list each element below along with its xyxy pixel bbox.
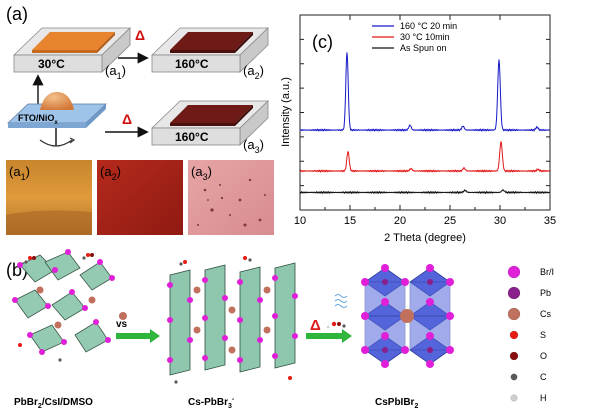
series-lines — [299, 52, 551, 195]
x-tick-label: 35 — [544, 215, 556, 227]
heater-temp-1: 30°C — [38, 57, 65, 71]
atom-legend-dot — [510, 394, 518, 402]
heat-waves-icon — [334, 294, 348, 308]
photo-tag-a1: (a1) — [9, 164, 30, 182]
atom-legend-dot — [509, 330, 519, 340]
atom-legend-dot — [507, 307, 521, 321]
photo-a2 — [97, 160, 183, 235]
caption-precursor: PbBr2/CsI/DMSO — [14, 397, 93, 410]
atom-legend-label: S — [540, 330, 546, 340]
legend-label: 160 °C 20 min — [400, 21, 457, 31]
x-tick-label: 30 — [494, 215, 506, 227]
atom-legend-dot — [510, 373, 518, 381]
legend-label: 30 °C 10min — [400, 32, 450, 42]
atom-legend-dot — [509, 351, 519, 361]
atom-legend-label: C — [540, 372, 547, 382]
atom-legend-label: Pb — [540, 288, 551, 298]
x-axis-label: 2 Theta (degree) — [384, 232, 466, 244]
caption-intermediate: Cs-PbBr3- — [188, 396, 235, 410]
photo-tag-a2: (a2) — [100, 164, 121, 182]
intermediate-structure — [167, 256, 298, 384]
atom-legend-label: Br/I — [540, 267, 554, 277]
photo-tag-a3: (a3) — [191, 164, 212, 182]
substrate-label: FTO/NiOx — [18, 113, 58, 126]
precursor-droplet — [40, 92, 74, 110]
x-tick-label: 20 — [394, 215, 406, 227]
heater-plate-3 — [151, 100, 269, 146]
atom-legend-dot — [507, 265, 521, 279]
atom-legend-dot — [507, 286, 521, 300]
atom-legend-label: O — [540, 351, 547, 361]
series-line-1 — [299, 52, 551, 132]
spin-coater — [6, 92, 108, 147]
heater-plate-2 — [151, 27, 269, 73]
heater-temp-3: 160°C — [175, 130, 209, 144]
series-line-3 — [299, 189, 551, 195]
delta-symbol-3: Δ — [310, 317, 321, 334]
x-tick-label: 15 — [344, 215, 356, 227]
perovskite-structure — [361, 264, 454, 368]
green-arrow — [306, 329, 352, 343]
panel-c-label: (c) — [312, 32, 333, 52]
series-line-2 — [299, 141, 551, 173]
delta-symbol-2: Δ — [122, 111, 132, 127]
film-dark-red — [170, 32, 253, 50]
heater-tag-3: (a3) — [243, 137, 264, 155]
x-axis-ticks — [299, 15, 551, 210]
panel-a-label: (a) — [6, 4, 28, 24]
photo-a3-speckles — [197, 178, 266, 227]
y-axis-ticks — [300, 38, 550, 187]
heater-tag-1: (a1) — [105, 63, 126, 81]
atom-legend-label: Cs — [540, 309, 551, 319]
y-axis-label: Intensity (a.u.) — [280, 77, 292, 147]
heater-plate-1 — [13, 27, 131, 73]
x-tick-label: 10 — [294, 215, 306, 227]
heater-tag-2: (a2) — [243, 63, 264, 81]
legend-label: As Spun on — [400, 43, 447, 53]
film-dark-red — [170, 105, 253, 123]
precursor-structure — [12, 249, 115, 362]
dmso-molecule-icon — [326, 321, 346, 329]
vs-label: vs — [116, 319, 128, 330]
atom-legend: Br/I Pb Cs S O C H — [507, 265, 554, 403]
film-orange — [32, 32, 115, 50]
rotation-arrow-icon — [69, 137, 76, 144]
x-axis-tick-labels: 10 15 20 25 30 35 — [294, 215, 556, 227]
caption-product: CsPbIBr2 — [375, 397, 418, 410]
atom-legend-label: H — [540, 393, 547, 403]
photo-a3 — [188, 160, 274, 235]
cs-ion — [119, 312, 127, 320]
heater-temp-2: 160°C — [175, 57, 209, 71]
green-arrow — [116, 329, 160, 343]
x-tick-label: 25 — [444, 215, 456, 227]
delta-symbol-1: Δ — [135, 27, 145, 43]
